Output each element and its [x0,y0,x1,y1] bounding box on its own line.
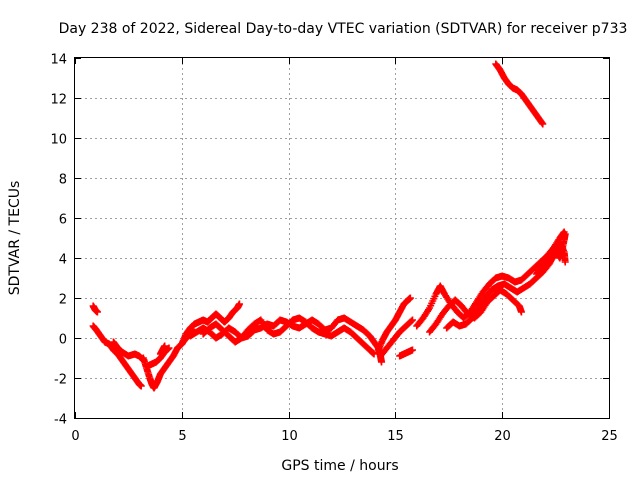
x-tick-label: 10 [281,429,298,444]
data-point [235,300,243,308]
series-trace-l [396,346,416,360]
y-tick-label: 10 [50,133,67,148]
series-trace-a [89,302,101,316]
series-trace-j [374,294,414,354]
series-trace-f [156,342,169,358]
grid-lines [75,58,609,418]
y-axis-label: SDTVAR / TECUs [7,181,23,296]
data-point [408,316,416,324]
series-trace-i [199,314,378,358]
y-tick-label: 6 [59,213,67,228]
series-trace-m [413,228,568,330]
series-trace-k [376,316,416,360]
series-trace-r [492,60,547,128]
x-tick-label: 20 [494,429,511,444]
y-tick-label: 2 [59,293,67,308]
data-point [406,294,414,302]
x-axis-label: GPS time / hours [281,458,398,474]
data-point [561,258,569,266]
data-point [93,308,101,316]
x-tick-label: 15 [387,429,404,444]
series-trace-g [178,300,243,348]
data-point [407,317,415,325]
series-trace-b [89,322,145,390]
data-points [89,60,569,392]
data-point [561,230,569,238]
y-tick-label: 14 [50,53,67,68]
y-tick-label: -2 [54,373,67,388]
y-tick-label: 12 [50,93,67,108]
axis-ticks: 0 5 10 15 20 25 -4 -2 0 2 4 6 8 10 12 14 [50,53,617,445]
data-point [161,342,169,350]
data-point [370,350,378,358]
plot-frame [74,57,610,419]
x-tick-label: 5 [178,429,186,444]
data-point [378,358,386,366]
data-point [539,120,547,128]
y-tick-label: -4 [54,413,67,428]
x-tick-label: 0 [71,429,79,444]
y-tick-label: 0 [59,333,67,348]
data-point [408,346,416,354]
y-tick-label: 4 [59,253,67,268]
data-point [517,308,525,316]
series-trace-q [554,230,569,262]
y-tick-label: 8 [59,173,67,188]
data-point [137,382,145,390]
chart-title: Day 238 of 2022, Sidereal Day-to-day VTE… [59,21,628,37]
series-trace-d [139,328,199,392]
x-tick-label: 25 [601,429,618,444]
